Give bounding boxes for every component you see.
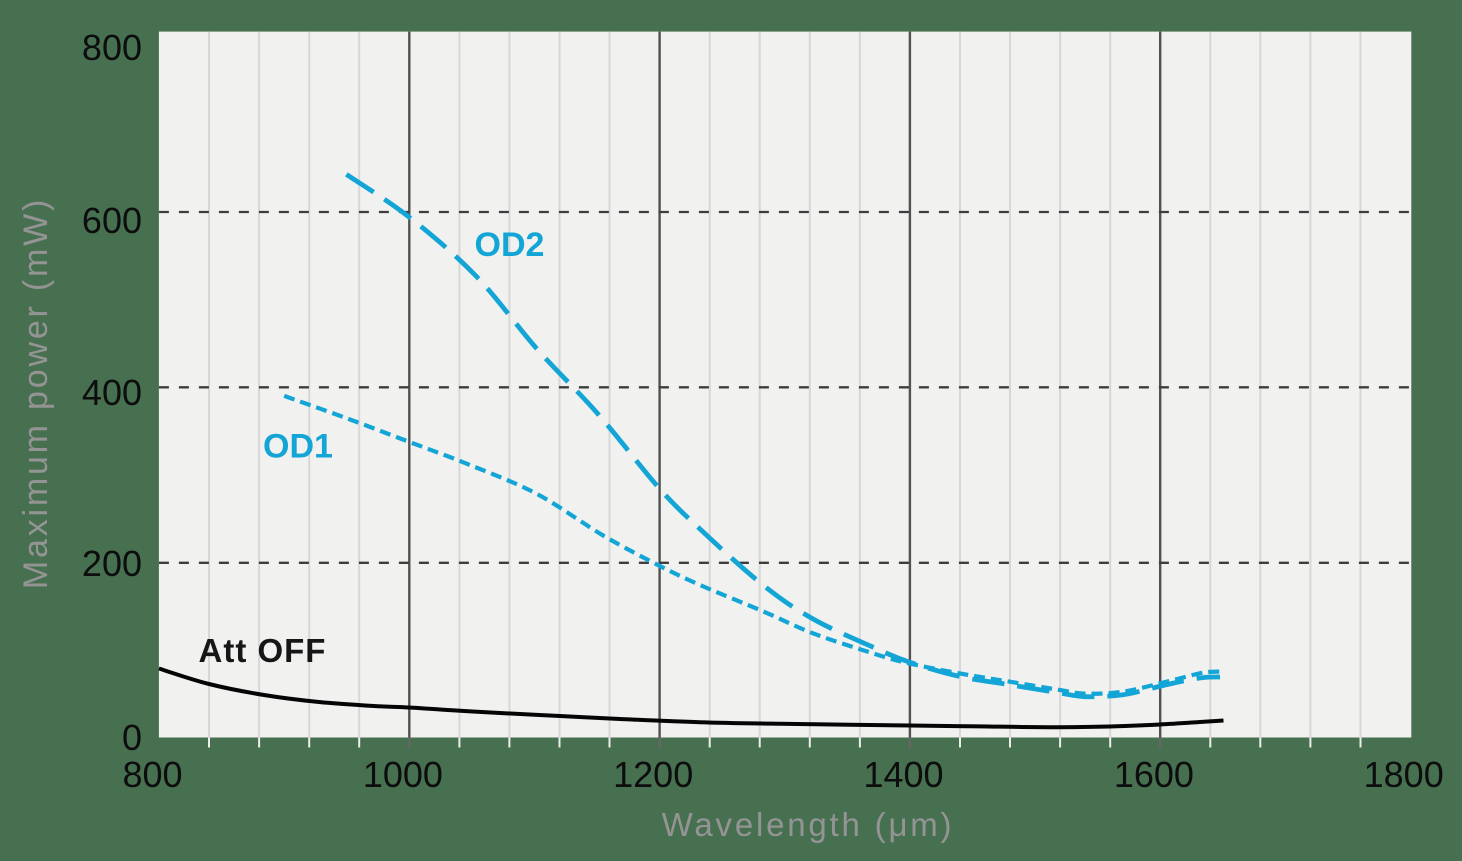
- svg-text:1000: 1000: [363, 754, 443, 795]
- svg-text:0: 0: [122, 717, 142, 758]
- svg-text:1800: 1800: [1364, 754, 1444, 795]
- svg-text:1600: 1600: [1114, 754, 1194, 795]
- svg-text:Wavelength (μm): Wavelength (μm): [662, 806, 955, 843]
- svg-text:800: 800: [122, 754, 182, 795]
- svg-text:1400: 1400: [863, 754, 943, 795]
- svg-text:OD1: OD1: [263, 427, 333, 465]
- svg-text:200: 200: [82, 543, 142, 584]
- svg-text:600: 600: [82, 200, 142, 241]
- svg-text:400: 400: [82, 372, 142, 413]
- svg-text:OD2: OD2: [475, 226, 545, 264]
- svg-text:800: 800: [82, 27, 142, 68]
- svg-text:1200: 1200: [613, 754, 693, 795]
- svg-text:Maximum power (mW): Maximum power (mW): [17, 197, 55, 589]
- svg-text:Att OFF: Att OFF: [199, 632, 327, 669]
